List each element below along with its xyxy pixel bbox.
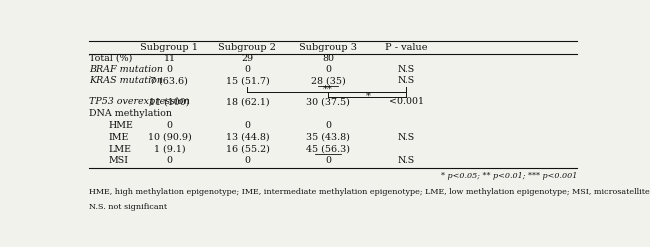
Text: 0: 0 bbox=[325, 121, 331, 130]
Text: 0: 0 bbox=[166, 65, 172, 74]
Text: Subgroup 1: Subgroup 1 bbox=[140, 43, 198, 52]
Text: KRAS mutation: KRAS mutation bbox=[89, 77, 162, 85]
Text: MSI: MSI bbox=[109, 156, 129, 165]
Text: 0: 0 bbox=[166, 156, 172, 165]
Text: 0: 0 bbox=[244, 156, 250, 165]
Text: 45 (56.3): 45 (56.3) bbox=[306, 144, 350, 154]
Text: 13 (44.8): 13 (44.8) bbox=[226, 133, 269, 142]
Text: N.S: N.S bbox=[398, 156, 415, 165]
Text: 28 (35): 28 (35) bbox=[311, 77, 345, 85]
Text: N.S: N.S bbox=[398, 65, 415, 74]
Text: 0: 0 bbox=[325, 65, 331, 74]
Text: 0: 0 bbox=[244, 121, 250, 130]
Text: * p<0.05; ** p<0.01; *** p<0.001: * p<0.05; ** p<0.01; *** p<0.001 bbox=[441, 172, 577, 181]
Text: 7 (63.6): 7 (63.6) bbox=[150, 77, 188, 85]
Text: 16 (55.2): 16 (55.2) bbox=[226, 144, 270, 154]
Text: 35 (43.8): 35 (43.8) bbox=[306, 133, 350, 142]
Text: HME, high methylation epigenotype; IME, intermediate methylation epigenotype; LM: HME, high methylation epigenotype; IME, … bbox=[89, 188, 650, 196]
Text: 11 (100): 11 (100) bbox=[149, 97, 190, 106]
Text: N.S: N.S bbox=[398, 133, 415, 142]
Text: <0.001: <0.001 bbox=[389, 97, 424, 106]
Text: Total (%): Total (%) bbox=[89, 54, 132, 63]
Text: IME: IME bbox=[109, 133, 129, 142]
Text: 80: 80 bbox=[322, 54, 334, 63]
Text: HME: HME bbox=[109, 121, 134, 130]
Text: BRAF mutation: BRAF mutation bbox=[89, 65, 162, 74]
Text: 0: 0 bbox=[166, 121, 172, 130]
Text: 30 (37.5): 30 (37.5) bbox=[306, 97, 350, 106]
Text: N.S. not significant: N.S. not significant bbox=[89, 203, 167, 211]
Text: 1 (9.1): 1 (9.1) bbox=[153, 144, 185, 154]
Text: LME: LME bbox=[109, 144, 132, 154]
Text: Subgroup 3: Subgroup 3 bbox=[299, 43, 357, 52]
Text: N.S: N.S bbox=[398, 77, 415, 85]
Text: 10 (90.9): 10 (90.9) bbox=[148, 133, 191, 142]
Text: P - value: P - value bbox=[385, 43, 428, 52]
Text: 18 (62.1): 18 (62.1) bbox=[226, 97, 269, 106]
Text: 0: 0 bbox=[325, 156, 331, 165]
Text: DNA methylation: DNA methylation bbox=[89, 109, 172, 118]
Text: **: ** bbox=[323, 84, 333, 93]
Text: *: * bbox=[366, 91, 370, 100]
Text: 11: 11 bbox=[163, 54, 176, 63]
Text: 0: 0 bbox=[244, 65, 250, 74]
Text: 15 (51.7): 15 (51.7) bbox=[226, 77, 269, 85]
Text: 29: 29 bbox=[241, 54, 254, 63]
Text: Subgroup 2: Subgroup 2 bbox=[218, 43, 276, 52]
Text: TP53 overexpression: TP53 overexpression bbox=[89, 97, 190, 106]
